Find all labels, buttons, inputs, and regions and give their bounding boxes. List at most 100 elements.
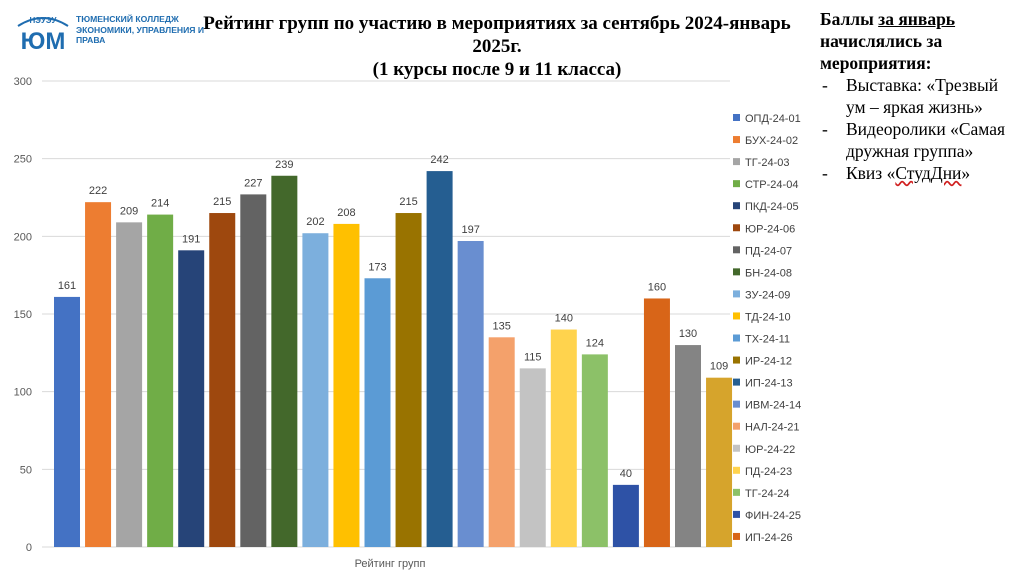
event-item: Квиз «СтудДни» [820,162,1020,184]
legend-label: ТГ-24-03 [745,157,789,169]
legend-label: ИП-24-26 [745,532,793,544]
legend-swatch [733,400,740,408]
bar [426,171,453,548]
legend-swatch [733,268,740,276]
title-line-3: (1 курсы после 9 и 11 класса) [372,59,622,80]
data-label: 214 [151,198,169,210]
event-item-post: » [961,163,971,183]
legend-swatch [733,202,740,210]
legend-swatch [733,422,740,430]
bar [240,194,267,548]
logo-mark: НЭУЭУ ЮМ [17,16,69,52]
legend-label: ЮР-24-06 [745,223,795,235]
bar [581,354,608,547]
event-item: Видеоролики «Самая дружная группа» [820,118,1020,162]
data-label: 191 [182,233,200,245]
data-label: 208 [337,207,355,219]
event-item-marked: СтудДни [895,163,962,183]
bar [457,240,484,547]
legend-swatch [733,180,740,188]
bar [302,233,329,547]
data-label: 109 [710,361,728,373]
data-label: 197 [461,224,479,236]
chart-title: Рейтинг групп по участию в мероприятиях … [196,12,798,81]
legend-swatch [733,356,740,364]
legend-swatch [733,378,740,386]
event-list: Выставка: «Трезвый ум – яркая жизнь» Вид… [820,74,1020,184]
legend-swatch [733,158,740,166]
legend-swatch [733,444,740,452]
y-tick-label: 200 [14,231,32,243]
legend-label: БН-24-08 [745,267,792,279]
bar [85,202,112,547]
data-label: 161 [58,280,76,292]
legend-label: ФИН-24-25 [745,510,801,522]
event-item-pre: Квиз « [846,163,896,183]
bar [675,345,701,547]
legend-swatch [733,466,740,474]
bar [271,175,298,547]
x-axis-label: Рейтинг групп [355,558,426,570]
data-label: 215 [213,196,231,208]
y-tick-label: 150 [14,309,32,321]
note-heading-post: начислялись за мероприятия: [820,31,943,73]
legend-swatch [733,114,740,121]
legend-label: НАЛ-24-21 [745,422,800,434]
bar [364,278,391,547]
bar [54,296,80,547]
data-label: 135 [493,320,511,332]
legend-label: ТД-24-10 [745,311,791,323]
bar [147,214,174,547]
title-line-2: 2025г. [472,36,522,57]
bar [519,368,546,547]
data-label: 242 [430,154,448,166]
legend-label: ИП-24-13 [745,378,793,390]
legend-label: ИР-24-12 [745,356,792,368]
data-label: 40 [620,468,632,480]
data-label: 222 [89,185,107,197]
y-tick-label: 300 [14,76,32,88]
legend-swatch [733,290,740,298]
legend-swatch [733,334,740,342]
bar [706,377,733,547]
logo-mark-text: ЮМ [21,28,66,52]
bar [209,213,236,548]
data-label: 209 [120,205,138,217]
legend-swatch [733,312,740,320]
legend-label: ОПД-24-01 [745,113,801,125]
data-label: 140 [555,313,573,325]
legend-swatch [733,246,740,254]
legend-label: ПКД-24-05 [745,201,799,213]
note-heading: Баллы за январь начислялись за мероприят… [820,8,1020,74]
data-label: 173 [368,261,386,273]
event-item: Выставка: «Трезвый ум – яркая жизнь» [820,74,1020,118]
bar [116,222,143,547]
legend-swatch [733,488,740,496]
legend-swatch [733,532,740,540]
y-tick-label: 50 [20,464,32,476]
legend-label: СТР-24-04 [745,179,798,191]
data-label: 202 [306,216,324,228]
legend-label: ЗУ-24-09 [745,289,790,301]
january-points-note: Баллы за январь начислялись за мероприят… [820,8,1020,184]
legend-label: ПД-24-23 [745,466,792,478]
bar [395,213,422,548]
bar [333,223,360,547]
bar [612,484,639,547]
bar [643,298,670,547]
bar [488,337,515,547]
note-heading-underlined: за январь [878,9,956,29]
legend-label: ТГ-24-24 [745,488,789,500]
college-logo: НЭУЭУ ЮМ ТЮМЕНСКИЙ КОЛЛЕДЖ ЭКОНОМИКИ, УП… [14,12,204,56]
note-heading-pre: Баллы [820,9,879,29]
college-name: ТЮМЕНСКИЙ КОЛЛЕДЖ ЭКОНОМИКИ, УПРАВЛЕНИЯ … [76,14,205,45]
legend-swatch [733,136,740,144]
data-label: 215 [399,196,417,208]
data-label: 124 [586,337,604,349]
bar [550,329,577,547]
legend-label: БУХ-24-02 [745,135,798,147]
title-line-1: Рейтинг групп по участию в мероприятиях … [203,13,791,34]
y-tick-label: 0 [26,542,32,554]
y-tick-label: 250 [14,154,32,166]
